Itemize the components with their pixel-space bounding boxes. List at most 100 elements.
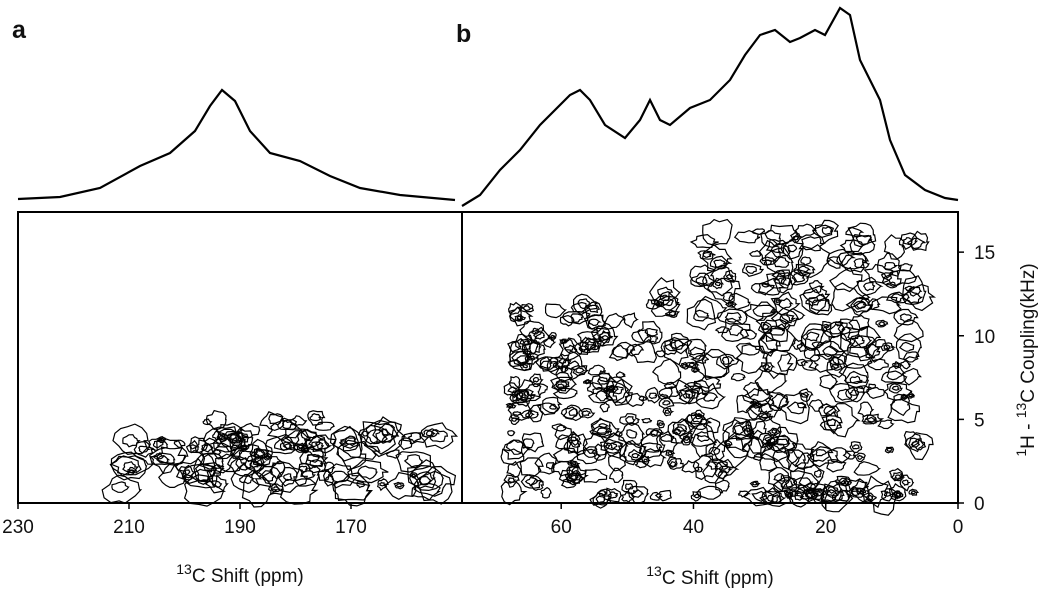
contour <box>696 485 724 500</box>
contour <box>845 385 866 403</box>
contour <box>122 434 141 448</box>
contour <box>215 422 245 436</box>
contour <box>503 473 520 488</box>
contour <box>713 458 740 480</box>
contour <box>263 452 273 461</box>
contour <box>875 319 889 328</box>
contour <box>821 226 833 236</box>
contour <box>507 359 522 368</box>
contour <box>385 449 402 459</box>
contour <box>595 495 606 504</box>
contour <box>708 446 721 456</box>
contour <box>309 413 323 422</box>
contour <box>546 356 570 376</box>
contour <box>686 412 705 425</box>
contour <box>218 435 227 441</box>
contour <box>724 442 731 447</box>
contour <box>584 379 591 384</box>
contour <box>764 246 794 278</box>
contour <box>883 261 899 270</box>
contour <box>690 422 717 447</box>
contour <box>524 351 540 365</box>
contour <box>801 328 835 350</box>
contour <box>688 346 706 360</box>
contour <box>664 309 681 319</box>
contour <box>519 409 535 419</box>
contour <box>797 243 831 279</box>
contour <box>854 385 872 393</box>
contour <box>829 323 846 335</box>
contour <box>183 474 227 507</box>
spectrum-b <box>461 6 959 207</box>
contour <box>333 472 372 507</box>
contour <box>586 314 607 333</box>
contour <box>619 413 640 426</box>
contour <box>519 302 535 313</box>
contour <box>801 236 827 252</box>
contour <box>603 312 626 329</box>
contour <box>802 482 821 499</box>
contour <box>849 335 883 362</box>
contour <box>702 252 712 258</box>
contour <box>695 276 708 285</box>
y-axis-label: 1H - 13C Coupling(kHz) <box>1013 263 1039 456</box>
contour <box>733 229 761 244</box>
contour <box>576 448 602 465</box>
panel-label: b <box>456 20 471 48</box>
contour <box>908 488 919 496</box>
contour <box>230 463 263 494</box>
contour <box>554 424 574 441</box>
contour <box>667 418 694 444</box>
contour <box>110 451 148 481</box>
contour <box>759 453 778 472</box>
contour <box>651 358 682 386</box>
contour <box>555 378 570 388</box>
contour <box>558 337 584 361</box>
contour <box>884 446 895 454</box>
contour <box>899 474 915 492</box>
contour <box>641 417 653 424</box>
contour <box>901 479 911 486</box>
contour <box>910 490 918 495</box>
contour <box>344 435 357 447</box>
contour <box>735 343 768 375</box>
contour <box>758 362 776 373</box>
contour <box>796 341 809 353</box>
contour <box>866 358 889 371</box>
contour <box>601 335 610 341</box>
contour <box>630 489 645 498</box>
contour <box>512 411 522 417</box>
contour <box>234 432 250 443</box>
contour <box>770 393 790 410</box>
contour <box>569 474 579 481</box>
y-tick-label: 15 <box>974 243 995 264</box>
contour <box>239 473 256 485</box>
contour <box>516 315 524 320</box>
contour <box>888 483 907 502</box>
contour <box>189 436 209 454</box>
contour <box>693 375 722 393</box>
x-tick-label: 170 <box>335 517 367 538</box>
contour <box>276 466 298 487</box>
contour <box>347 459 389 484</box>
contour <box>561 310 591 325</box>
text: C Shift (ppm) <box>192 566 304 587</box>
contour <box>527 404 544 423</box>
contour <box>887 398 921 424</box>
contour <box>657 295 680 311</box>
contour <box>883 382 913 401</box>
contour <box>378 481 387 487</box>
contour <box>668 310 677 317</box>
x-axis-label: 13C Shift (ppm) <box>646 563 774 589</box>
contour <box>589 425 613 438</box>
contour <box>688 362 696 368</box>
contour <box>849 233 876 256</box>
contour <box>766 269 792 289</box>
contour <box>787 269 812 286</box>
contour <box>701 348 730 379</box>
contour <box>718 465 734 474</box>
contour <box>703 392 719 402</box>
contour <box>624 483 634 490</box>
contour <box>693 309 710 322</box>
contour <box>656 422 664 427</box>
